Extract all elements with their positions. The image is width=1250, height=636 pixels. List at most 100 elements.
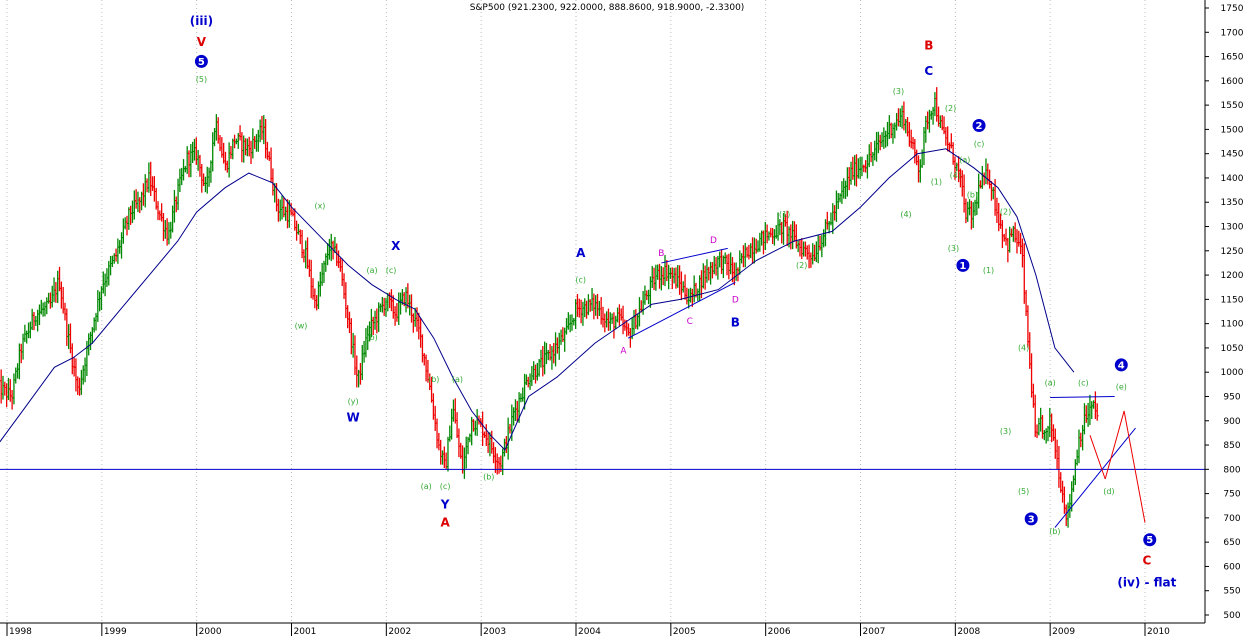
wave-label: A [440, 516, 450, 530]
trend-line [1054, 427, 1136, 528]
wave-circle-label: 1 [956, 258, 970, 272]
x-tick-label: 2007 [863, 627, 886, 636]
wave-label: V [197, 35, 207, 49]
trend-line [627, 281, 736, 339]
y-tick-label: 800 [1223, 465, 1240, 475]
chart-title: S&P500 (921.2300, 922.0000, 888.8600, 91… [470, 3, 745, 13]
wave-label: (3) [948, 244, 959, 253]
wave-circle [1114, 358, 1128, 372]
y-tick-label: 1600 [1221, 77, 1244, 87]
y-tick-label: 900 [1223, 417, 1240, 427]
wave-circle-text: 5 [198, 57, 205, 68]
wave-label: (a) [367, 266, 378, 275]
wave-label: Y [440, 497, 450, 511]
y-tick-label: 1250 [1221, 247, 1244, 257]
wave-circle-label: 2 [972, 119, 986, 133]
wave-label: (d) [1103, 487, 1114, 496]
y-tick-label: 600 [1223, 562, 1240, 572]
wave-label: (w) [295, 322, 308, 331]
y-tick-label: 550 [1223, 587, 1240, 597]
wave-circle-text: 1 [959, 261, 966, 272]
x-tick-label: 2008 [957, 627, 980, 636]
wave-label: B [924, 38, 933, 52]
wave-label: (y) [348, 397, 359, 406]
wave-label: C [687, 317, 693, 327]
y-axis-ticks: 500 550 600 650 700 750 800 850 900 950 1000 1050 11… [1205, 4, 1244, 621]
y-tick-label: 1450 [1221, 150, 1244, 160]
wave-labels: (iii) V 5 (5) (x) (w) (y) W X (a) (c) (b) (b) (a) (a) (… [190, 14, 1177, 589]
wave-label: (1) [779, 210, 790, 219]
wave-label: (2) [945, 104, 956, 113]
wave-circle [1024, 512, 1038, 526]
x-tick-label: 1998 [9, 627, 32, 636]
wave-label: (b) [967, 191, 978, 200]
trend-lines [0, 247, 1205, 528]
x-tick-label: 2000 [199, 627, 222, 636]
wave-circle-text: 5 [1146, 535, 1153, 546]
y-tick-label: 950 [1223, 392, 1240, 402]
y-tick-label: 850 [1223, 441, 1240, 451]
moving-average [0, 148, 1075, 451]
x-tick-label: 2002 [388, 627, 411, 636]
y-tick-label: 700 [1223, 514, 1240, 524]
wave-circle-text: 4 [1118, 360, 1125, 371]
wave-circle-text: 2 [976, 121, 983, 132]
wave-circle-label: 5 [194, 54, 208, 68]
wave-circle-label: 3 [1024, 512, 1038, 526]
wave-label: (a) [1045, 379, 1056, 388]
wave-circle-text: 3 [1028, 514, 1035, 525]
wave-label: (b) [366, 333, 377, 342]
wave-label: D [732, 295, 739, 305]
wave-label: (iii) [190, 14, 213, 28]
axes [0, 0, 1206, 624]
wave-label: (2) [796, 261, 807, 270]
wave-label: B [731, 316, 740, 330]
wave-label: C [924, 64, 933, 78]
wave-label: (3) [893, 87, 904, 96]
wave-circle-label: 4 [1114, 358, 1128, 372]
wave-label: A [576, 246, 586, 260]
wave-label: (c) [1078, 379, 1089, 388]
wave-label: (4) [1018, 344, 1029, 353]
wave-circle [972, 119, 986, 133]
wave-label: (1) [931, 178, 942, 187]
wave-label: (4) [950, 171, 961, 180]
wave-label: D [710, 236, 717, 246]
wave-label: X [391, 239, 401, 253]
wave-label: (iv) - flat [1117, 575, 1176, 589]
y-tick-label: 1350 [1221, 198, 1244, 208]
y-tick-label: 650 [1223, 538, 1240, 548]
x-tick-label: 2003 [483, 627, 506, 636]
wave-label: (5) [1018, 487, 1029, 496]
wave-label: (a) [959, 156, 970, 165]
wave-label: (b) [483, 472, 494, 481]
projection-line [1104, 410, 1146, 523]
x-tick-label: 2004 [578, 627, 601, 636]
wave-label: (5) [196, 75, 207, 84]
x-axis-ticks: 1998 1999 2000 2001 2002 2003 2004 2005 2006 2007… [6, 623, 1170, 636]
wave-label: (c) [386, 266, 397, 275]
wave-label: (a) [421, 482, 432, 491]
projection-line [1089, 435, 1106, 480]
y-tick-label: 1500 [1221, 125, 1244, 135]
x-tick-label: 2001 [294, 627, 317, 636]
wave-label: (2) [1000, 208, 1011, 217]
x-tick-label: 2010 [1147, 627, 1170, 636]
wave-circle [956, 258, 970, 272]
y-tick-label: 1700 [1221, 28, 1244, 38]
trend-line [1050, 395, 1115, 398]
wave-label: (c) [575, 276, 586, 285]
price-bars [0, 87, 1099, 528]
x-tick-label: 2006 [768, 627, 791, 636]
x-tick-label: 2009 [1052, 627, 1075, 636]
y-tick-label: 750 [1223, 490, 1240, 500]
wave-circle [1143, 533, 1157, 547]
wave-label: A [620, 346, 627, 356]
wave-label: (e) [1116, 382, 1127, 391]
wave-label: (1) [983, 266, 994, 275]
wave-label: (b) [428, 375, 439, 384]
trend-line [661, 247, 728, 264]
wave-label: (b) [1049, 527, 1060, 536]
y-tick-label: 1400 [1221, 174, 1244, 184]
